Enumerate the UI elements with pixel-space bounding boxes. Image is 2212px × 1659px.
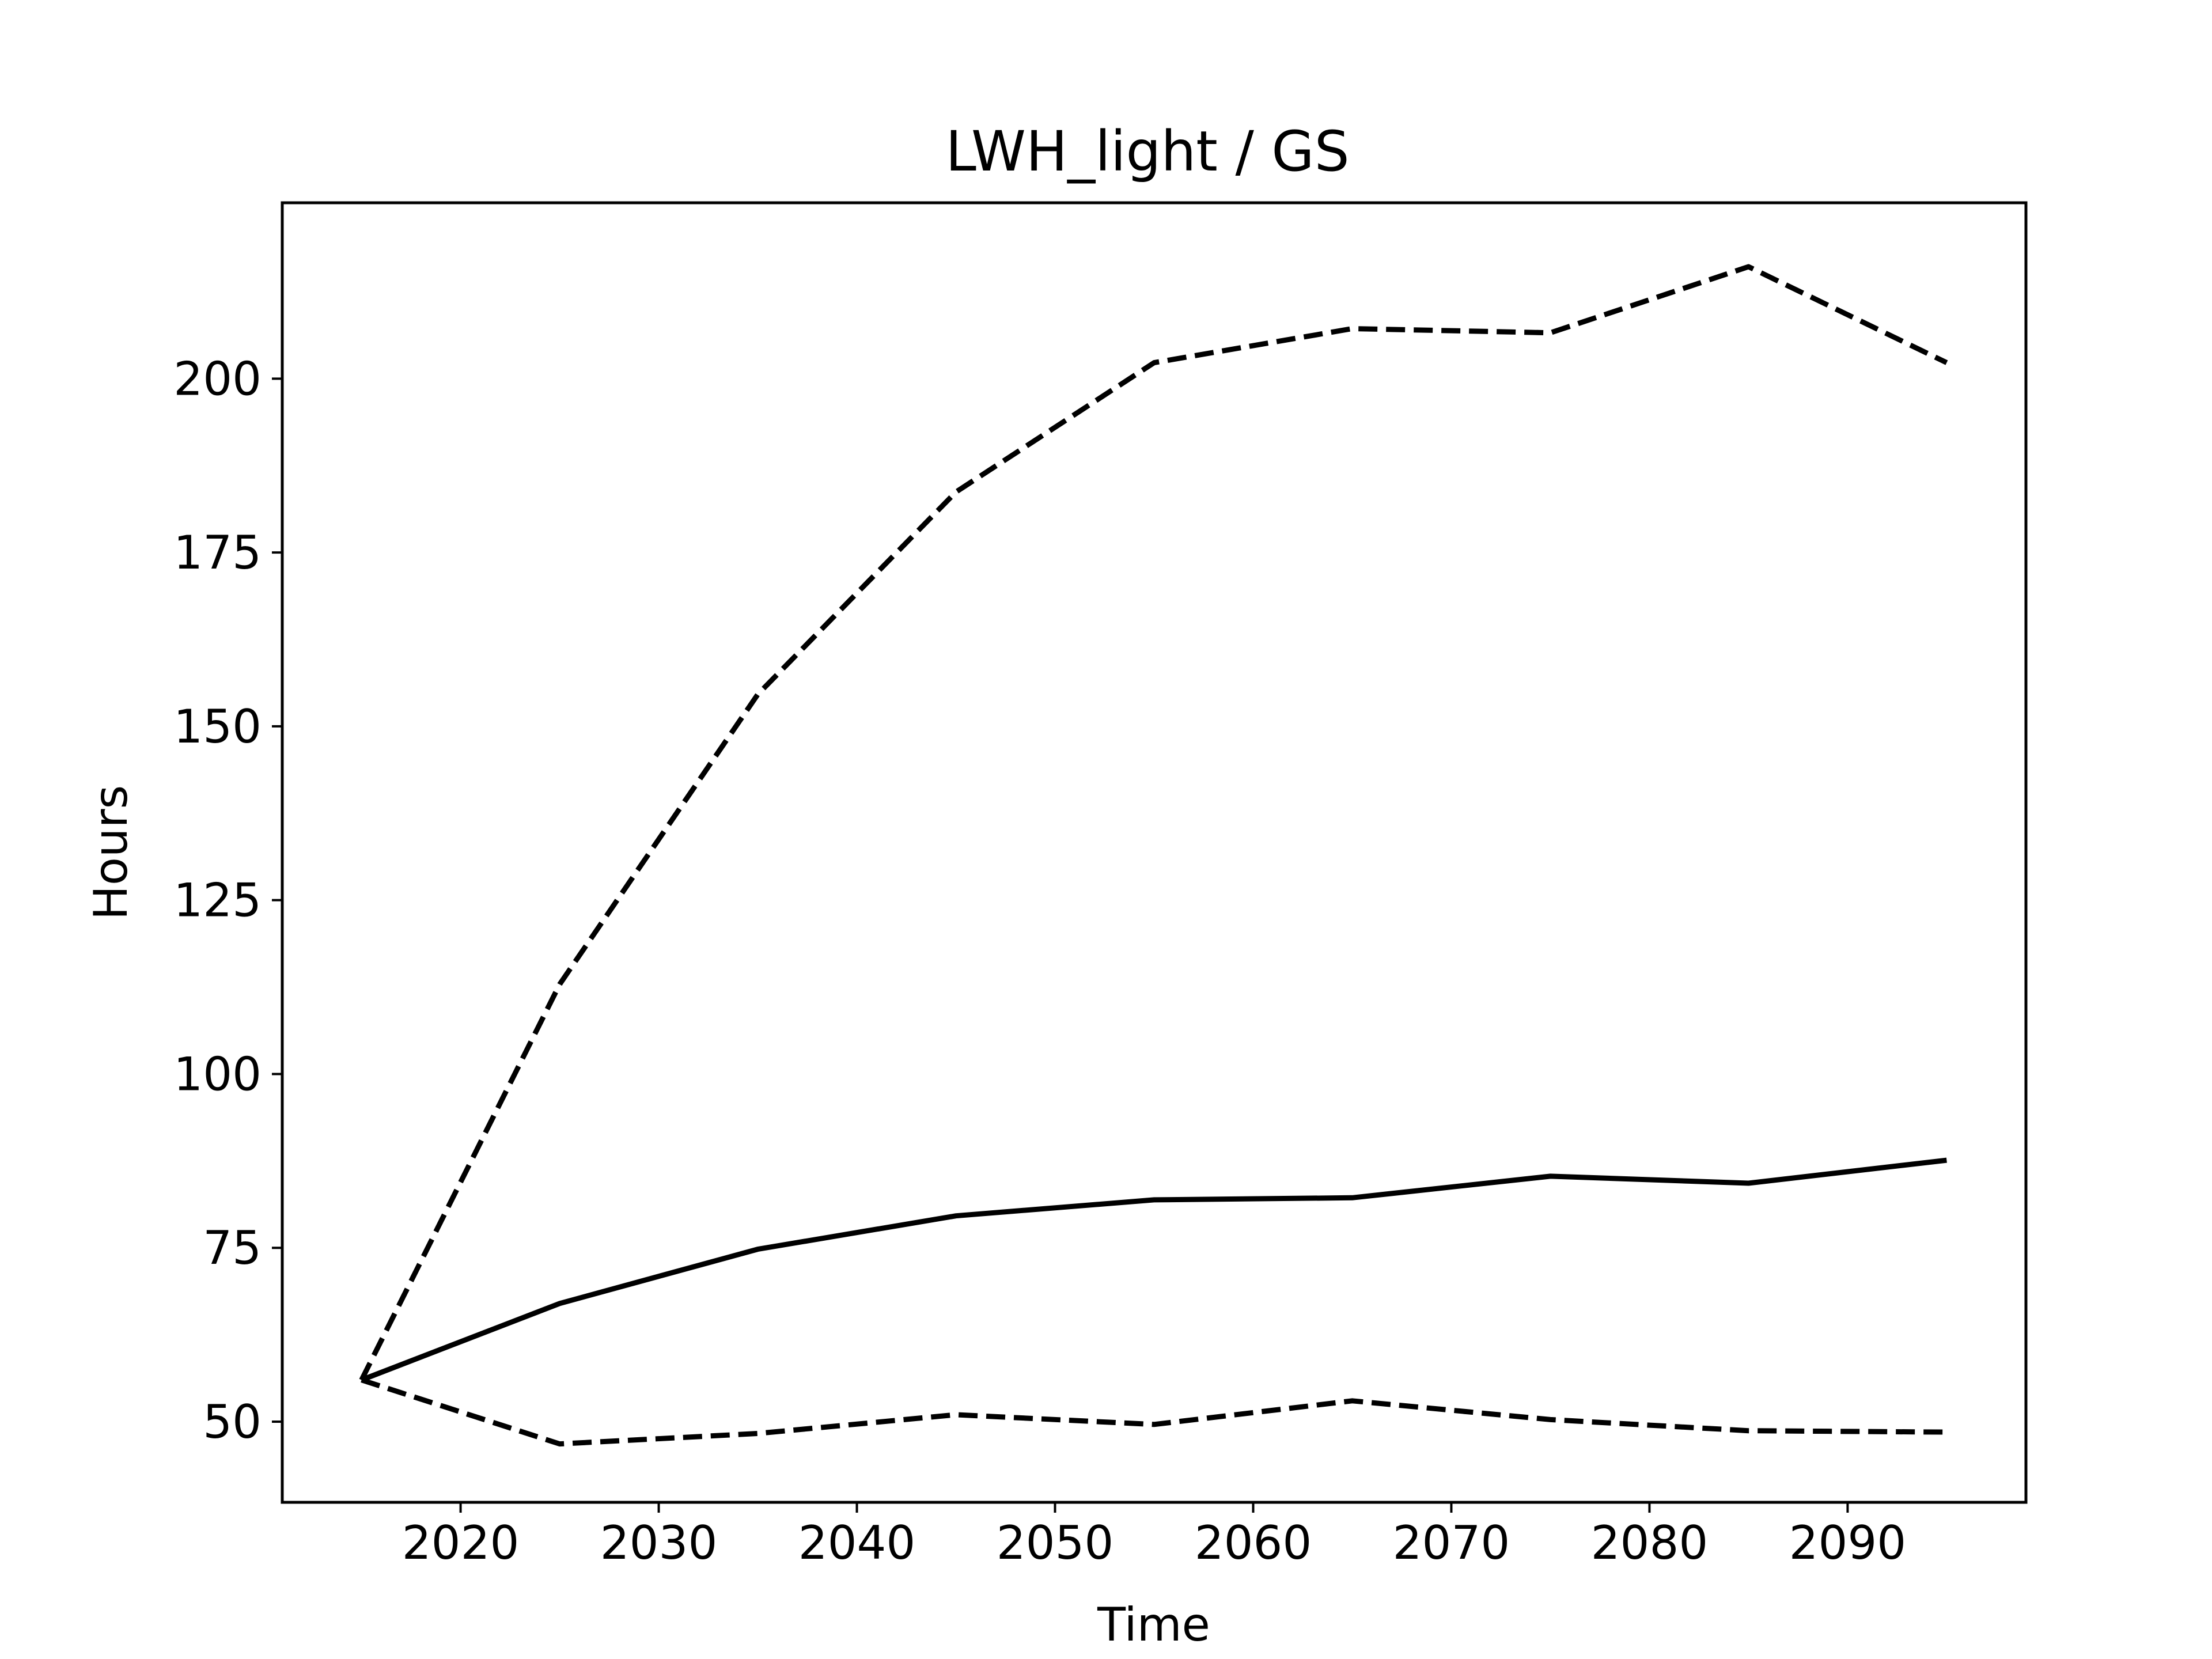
x-tick-label: 2030 bbox=[600, 1516, 718, 1570]
x-tick-label: 2040 bbox=[798, 1516, 916, 1570]
y-tick-label: 150 bbox=[173, 700, 262, 753]
y-axis: 50 75 100 125 150 175 200 bbox=[173, 352, 282, 1449]
x-tick-label: 2050 bbox=[997, 1516, 1114, 1570]
y-tick-label: 125 bbox=[173, 874, 262, 927]
y-axis-label: Hours bbox=[84, 785, 138, 920]
x-tick-label: 2090 bbox=[1789, 1516, 1907, 1570]
x-axis: 2020 2030 2040 2050 2060 2070 2080 2090 bbox=[402, 1502, 1906, 1570]
chart-title: LWH_light / GS bbox=[945, 119, 1349, 184]
y-tick-label: 75 bbox=[203, 1221, 262, 1275]
y-tick-label: 50 bbox=[203, 1395, 262, 1449]
series-layer bbox=[359, 264, 1948, 1447]
series-line-1 bbox=[359, 264, 1948, 1381]
x-tick-label: 2020 bbox=[402, 1516, 520, 1570]
plot-frame bbox=[281, 201, 2028, 1504]
series-line-2 bbox=[361, 1377, 1947, 1447]
series-line-0 bbox=[360, 1157, 1947, 1382]
x-axis-label: Time bbox=[1097, 1598, 1210, 1652]
x-tick-label: 2060 bbox=[1195, 1516, 1312, 1570]
y-tick-label: 200 bbox=[173, 352, 262, 406]
x-tick-label: 2070 bbox=[1393, 1516, 1510, 1570]
x-tick-label: 2080 bbox=[1591, 1516, 1709, 1570]
y-tick-label: 175 bbox=[173, 526, 262, 579]
y-tick-label: 100 bbox=[173, 1047, 262, 1101]
